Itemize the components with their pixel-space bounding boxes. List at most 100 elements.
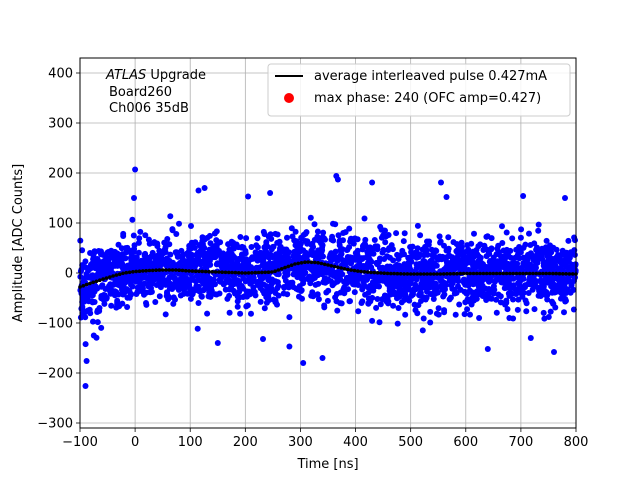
sample-point: [130, 232, 137, 239]
sample-point: [438, 277, 445, 284]
sample-point: [346, 225, 353, 232]
average-pulse-point: [521, 271, 525, 276]
sample-point: [269, 244, 276, 250]
sample-point: [110, 253, 117, 260]
sample-point: [248, 279, 255, 286]
sample-point: [433, 262, 440, 269]
sample-point: [270, 296, 277, 303]
sample-point: [421, 281, 428, 288]
sample-point: [254, 235, 261, 242]
sample-point: [345, 286, 351, 293]
sample-point: [464, 242, 471, 249]
sample-point: [311, 221, 318, 228]
sample-point: [461, 311, 468, 318]
sample-point: [257, 273, 263, 279]
sample-point: [260, 259, 267, 265]
average-pulse-point: [488, 271, 492, 276]
average-pulse-point: [498, 271, 502, 276]
sample-point: [144, 264, 151, 271]
average-pulse-point: [425, 272, 430, 276]
sample-point: [135, 249, 142, 256]
average-pulse-point: [170, 268, 175, 272]
sample-point: [104, 261, 111, 268]
sample-point: [409, 243, 416, 250]
sample-point: [120, 230, 127, 237]
sample-point: [344, 254, 351, 260]
sample-point: [217, 239, 224, 246]
sample-point: [108, 265, 114, 272]
sample-point: [510, 282, 517, 289]
sample-point: [94, 319, 101, 326]
average-pulse-point: [319, 261, 324, 266]
sample-point: [183, 258, 190, 265]
average-pulse-point: [108, 275, 112, 279]
average-pulse-point: [332, 264, 337, 269]
sample-point: [398, 299, 405, 306]
sample-point: [499, 223, 505, 230]
average-pulse-point: [84, 282, 89, 287]
sample-point: [135, 239, 142, 246]
sample-point: [259, 287, 266, 294]
sample-point: [115, 241, 122, 248]
average-pulse-point: [329, 264, 334, 268]
average-pulse-point: [220, 270, 224, 275]
sample-point: [124, 286, 131, 293]
sample-point: [486, 286, 492, 292]
sample-point: [431, 289, 437, 296]
sample-point: [82, 258, 89, 265]
average-pulse-point: [567, 272, 572, 276]
sample-point: [376, 319, 383, 326]
sample-point: [384, 295, 391, 302]
sample-point: [199, 238, 206, 245]
sample-point: [84, 295, 91, 302]
average-pulse-point: [554, 271, 558, 276]
sample-point: [497, 299, 504, 306]
average-pulse-point: [127, 270, 132, 275]
sample-point: [307, 264, 314, 271]
sample-point: [369, 317, 376, 324]
average-pulse-point: [207, 269, 211, 274]
sample-point: [139, 285, 146, 292]
average-pulse-point: [197, 269, 201, 274]
sample-point: [237, 234, 244, 240]
sample-point: [96, 263, 103, 270]
average-pulse-point: [296, 261, 301, 266]
sample-point: [495, 276, 502, 283]
x-tick-label: 800: [564, 435, 589, 450]
annotation-upgrade: Upgrade: [146, 68, 206, 83]
sample-point: [274, 301, 280, 308]
sample-point: [562, 298, 569, 305]
svg-text:ATLAS Upgrade: ATLAS Upgrade: [105, 68, 206, 83]
sample-point: [445, 248, 452, 255]
sample-point: [189, 291, 195, 298]
sample-point: [572, 237, 578, 244]
sample-point: [404, 286, 411, 293]
sample-point: [401, 230, 408, 237]
x-axis-label: Time [ns]: [296, 457, 358, 472]
average-pulse-point: [236, 271, 241, 275]
sample-point: [200, 252, 207, 259]
sample-point-outlier: [551, 349, 557, 355]
sample-point: [137, 228, 144, 235]
average-pulse-point: [547, 271, 552, 276]
sample-point: [240, 256, 247, 263]
average-pulse-point: [121, 271, 125, 276]
sample-point: [423, 276, 430, 283]
average-pulse-point: [203, 269, 208, 274]
average-pulse-point: [428, 272, 433, 276]
average-pulse-point: [114, 273, 119, 277]
plot-frame: [79, 57, 577, 429]
sample-point: [296, 293, 302, 300]
sample-point: [550, 300, 557, 307]
sample-point: [325, 287, 332, 294]
sample-point: [208, 287, 215, 294]
sample-point: [495, 291, 502, 298]
sample-point: [467, 311, 473, 318]
sample-point: [128, 260, 135, 266]
average-pulse-point: [544, 271, 548, 276]
average-pulse-point: [418, 272, 423, 276]
average-pulse-point: [484, 271, 489, 276]
sample-point: [478, 285, 485, 292]
sample-point: [481, 242, 488, 249]
sample-point: [213, 244, 220, 251]
